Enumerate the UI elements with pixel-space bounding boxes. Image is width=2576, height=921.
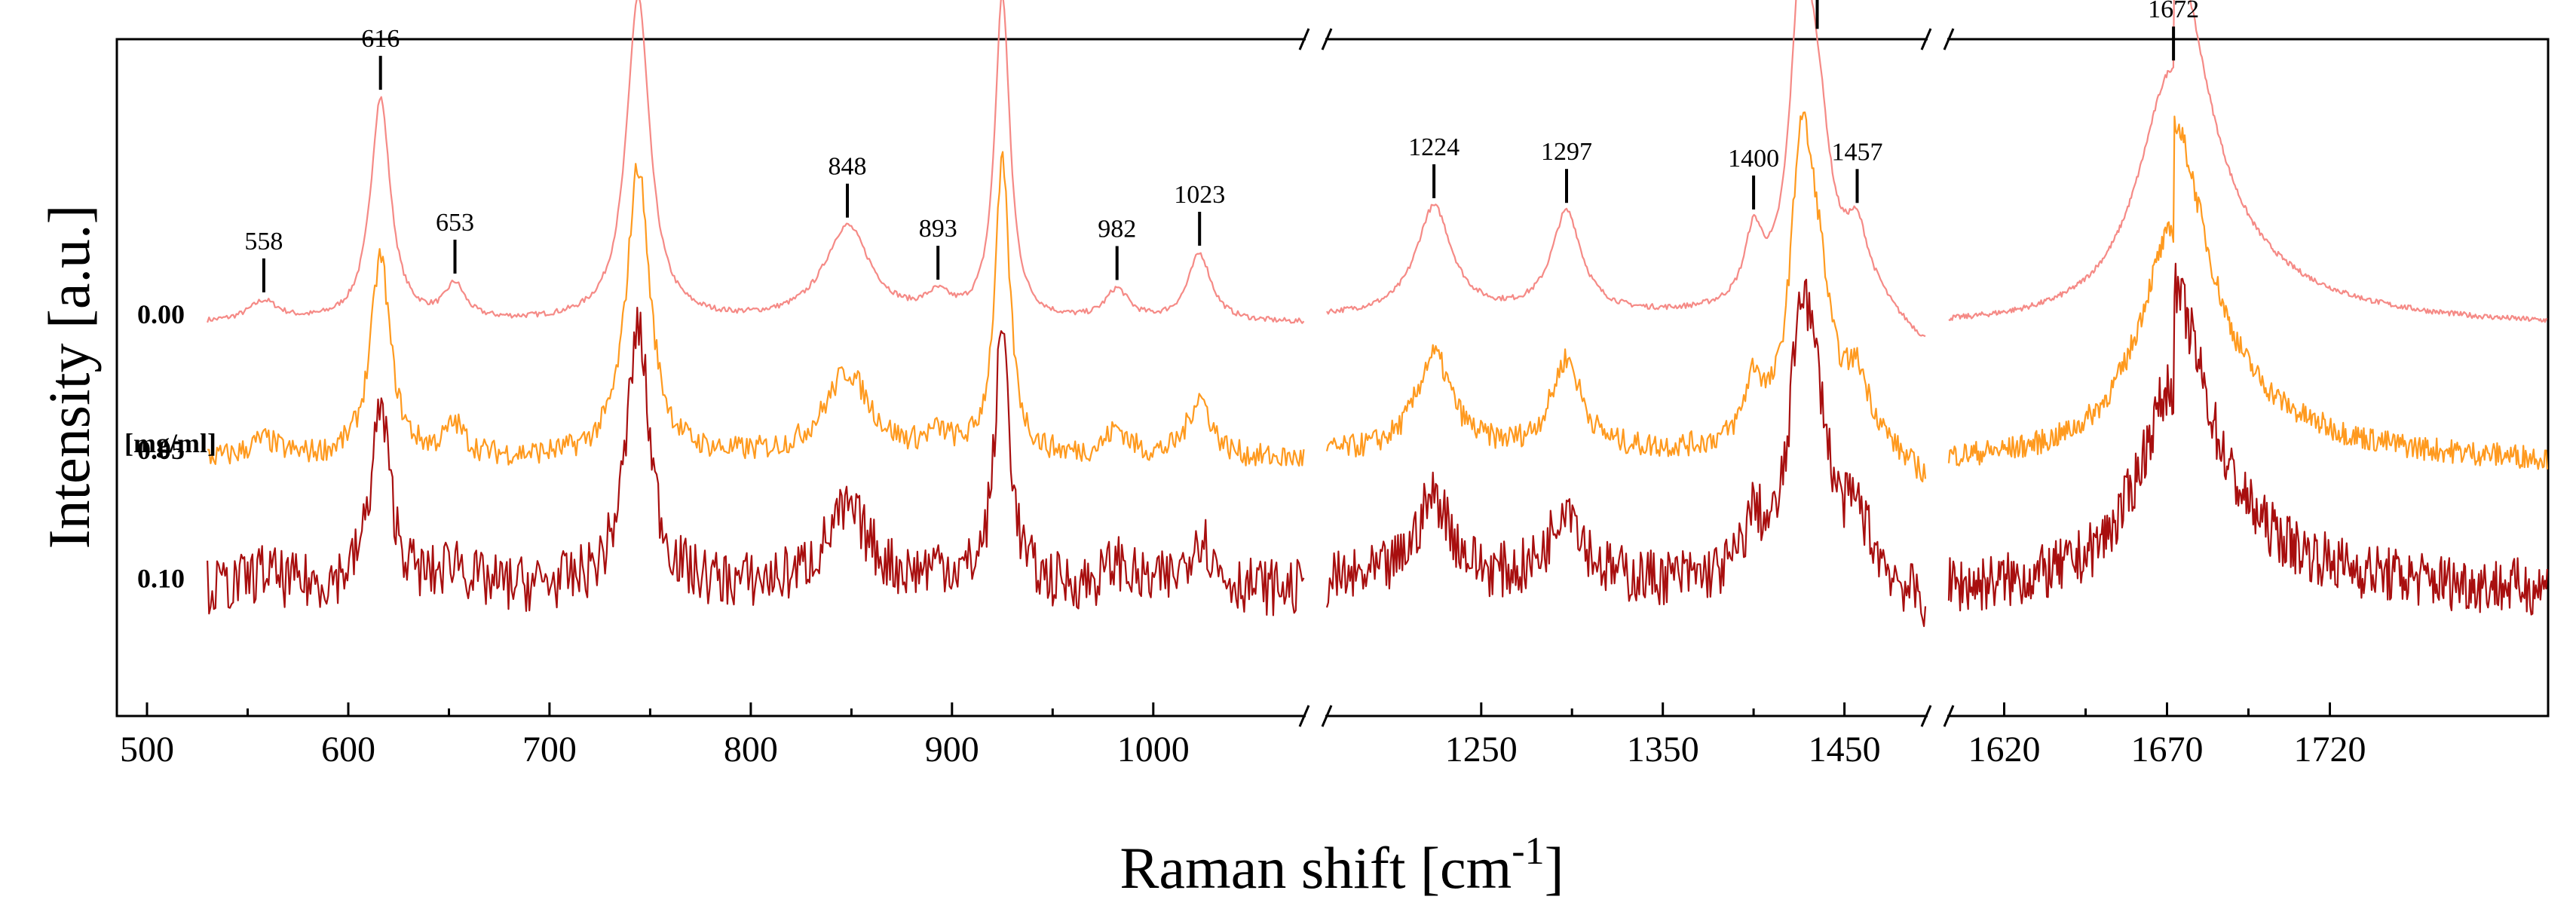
axis-break-1-top-b <box>1321 28 1333 50</box>
plot-frame <box>115 38 2550 718</box>
spectrum-line-0-00-panel-2 <box>1326 0 1926 338</box>
spectrum-line-0-05-panel-2 <box>1325 111 1927 482</box>
peak-annotations: 5586166537448488939259821023122412971400… <box>244 0 2199 292</box>
spectrum-line-0-00-panel-1 <box>207 0 1305 324</box>
x-tick-label-1670: 1670 <box>2131 730 2204 770</box>
x-tick-label-1000: 1000 <box>1117 730 1190 770</box>
x-tick-label-1450: 1450 <box>1809 730 1881 770</box>
x-axis: 500 600 700 800 900 1000 1250 1350 1450 1620 1670 1… <box>120 702 2366 770</box>
y-axis-title: Intensity [a.u.] <box>36 204 102 549</box>
spectrum-line-0-10-panel-2 <box>1325 278 1927 627</box>
spectrum-line-0-10-panel-3 <box>1947 262 2548 616</box>
axis-gap-1-top <box>1306 29 1325 50</box>
peak-label-1224: 1224 <box>1408 133 1460 161</box>
peak-label-653: 653 <box>436 209 474 237</box>
axis-break-2-top-b <box>1943 28 1955 50</box>
axis-gap-2-top <box>1928 29 1947 50</box>
spectrum-line-0-10-panel-1 <box>207 307 1305 617</box>
peak-label-616: 616 <box>361 25 400 53</box>
spectrum-line-0-05-panel-1 <box>207 151 1305 467</box>
x-tick-label-900: 900 <box>925 730 979 770</box>
spectrum-line-0-05-panel-3 <box>1947 115 2548 470</box>
axis-gap-1-bottom <box>1306 705 1325 727</box>
legend-title: [mg/ml] <box>124 428 216 458</box>
spectra-group <box>207 0 2548 627</box>
peak-label-893: 893 <box>919 215 957 243</box>
x-tick-label-700: 700 <box>522 730 577 770</box>
axis-break-2-bottom-b <box>1943 705 1955 727</box>
peak-label-1023: 1023 <box>1174 181 1225 209</box>
spectrum-line-0-00-panel-3 <box>1948 0 2548 323</box>
x-tick-label-500: 500 <box>120 730 174 770</box>
peak-label-1457: 1457 <box>1832 138 1883 166</box>
x-tick-label-1720: 1720 <box>2294 730 2366 770</box>
peak-label-982: 982 <box>1098 216 1136 243</box>
x-tick-label-1620: 1620 <box>1968 730 2041 770</box>
axis-breaks <box>1298 28 1955 727</box>
x-tick-label-800: 800 <box>724 730 778 770</box>
x-axis-title-main: Raman shift [cm <box>1120 835 1512 901</box>
legend-label-0-10: 0.10 <box>137 563 185 593</box>
x-axis-title-superscript: -1 <box>1512 830 1544 873</box>
axis-break-1-bottom-a <box>1298 705 1310 727</box>
axis-break-2-bottom-a <box>1920 705 1932 727</box>
peak-label-1672: 1672 <box>2148 0 2199 23</box>
peak-label-1297: 1297 <box>1541 138 1592 166</box>
x-tick-label-1250: 1250 <box>1445 730 1518 770</box>
legend-label-0-00: 0.00 <box>137 299 185 329</box>
legend-label-0-05: 0.05 <box>137 435 185 465</box>
peak-label-1400: 1400 <box>1728 145 1779 173</box>
legend: [mg/ml] 0.00 0.05 0.10 <box>124 299 216 593</box>
axis-gap-2-bottom <box>1928 705 1947 727</box>
axis-break-2-top-a <box>1920 28 1932 50</box>
axis-break-1-top-a <box>1298 28 1310 50</box>
peak-label-848: 848 <box>829 153 867 181</box>
x-axis-title: Raman shift [cm-1] <box>1120 830 1564 901</box>
x-tick-label-600: 600 <box>321 730 375 770</box>
x-tick-label-1350: 1350 <box>1627 730 1699 770</box>
peak-label-558: 558 <box>244 228 283 255</box>
axis-break-1-bottom-b <box>1321 705 1333 727</box>
x-axis-title-close: ] <box>1545 835 1564 901</box>
